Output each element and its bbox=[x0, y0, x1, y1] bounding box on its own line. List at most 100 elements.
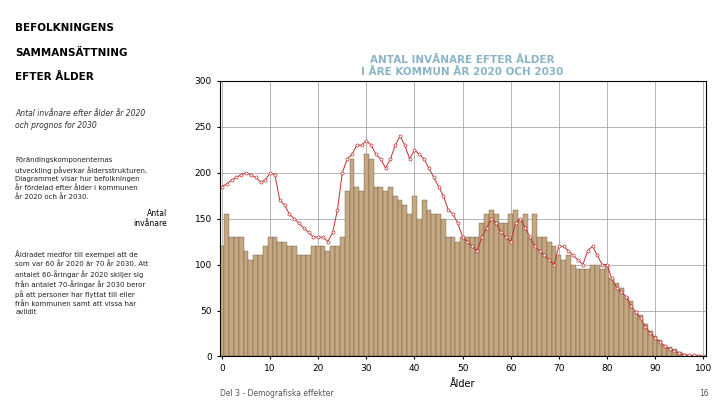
Bar bbox=[605, 264, 609, 356]
Bar bbox=[306, 256, 311, 356]
Bar bbox=[422, 200, 426, 356]
Bar bbox=[297, 256, 302, 356]
Bar bbox=[465, 237, 470, 356]
Bar bbox=[340, 237, 345, 356]
Bar bbox=[311, 246, 316, 356]
Bar bbox=[532, 214, 537, 356]
Bar bbox=[672, 349, 677, 356]
Bar bbox=[499, 223, 503, 356]
Bar bbox=[287, 246, 292, 356]
Bar bbox=[383, 191, 388, 356]
Bar bbox=[537, 237, 542, 356]
Bar bbox=[677, 352, 682, 356]
Bar bbox=[364, 154, 369, 356]
Bar bbox=[263, 246, 268, 356]
Bar bbox=[388, 187, 393, 356]
Bar bbox=[508, 214, 513, 356]
Bar bbox=[273, 237, 277, 356]
Bar bbox=[566, 256, 571, 356]
Bar bbox=[474, 237, 480, 356]
Bar bbox=[325, 251, 330, 356]
Bar bbox=[590, 264, 595, 356]
Bar bbox=[345, 191, 349, 356]
Bar bbox=[335, 246, 340, 356]
Bar bbox=[379, 187, 383, 356]
Bar bbox=[576, 269, 580, 356]
Bar bbox=[393, 196, 397, 356]
Bar bbox=[397, 200, 402, 356]
Bar bbox=[503, 223, 508, 356]
Bar bbox=[282, 242, 287, 356]
Bar bbox=[557, 256, 562, 356]
Bar bbox=[523, 214, 528, 356]
Bar bbox=[470, 237, 474, 356]
Bar bbox=[686, 354, 691, 356]
Bar bbox=[528, 237, 532, 356]
Bar bbox=[354, 187, 359, 356]
Bar bbox=[609, 278, 614, 356]
Bar bbox=[571, 264, 576, 356]
Text: SAMMANSÄTTNING: SAMMANSÄTTNING bbox=[15, 47, 128, 58]
Bar bbox=[648, 331, 652, 356]
Bar bbox=[489, 209, 494, 356]
Bar bbox=[595, 264, 600, 356]
Bar bbox=[402, 205, 408, 356]
Bar bbox=[624, 297, 629, 356]
Bar bbox=[229, 237, 234, 356]
Bar bbox=[349, 159, 354, 356]
Text: Antal invånare efter ålder år 2020
och prognos for 2030: Antal invånare efter ålder år 2020 och p… bbox=[15, 109, 145, 130]
Bar bbox=[374, 187, 379, 356]
Bar bbox=[546, 242, 552, 356]
Bar bbox=[243, 251, 248, 356]
Bar bbox=[580, 269, 585, 356]
Bar bbox=[320, 246, 325, 356]
Bar bbox=[268, 237, 273, 356]
Bar bbox=[412, 196, 417, 356]
Bar bbox=[277, 242, 282, 356]
Bar bbox=[359, 191, 364, 356]
Bar bbox=[441, 219, 446, 356]
Bar bbox=[494, 214, 499, 356]
Bar bbox=[542, 237, 546, 356]
Bar bbox=[369, 159, 374, 356]
Bar bbox=[619, 288, 624, 356]
Bar bbox=[316, 246, 320, 356]
Bar bbox=[451, 237, 455, 356]
Bar bbox=[513, 209, 518, 356]
Bar bbox=[552, 246, 557, 356]
Bar bbox=[585, 269, 590, 356]
Bar bbox=[485, 214, 489, 356]
Bar bbox=[562, 260, 566, 356]
Bar bbox=[614, 283, 619, 356]
Bar bbox=[629, 301, 634, 356]
Bar bbox=[436, 214, 441, 356]
Bar bbox=[643, 324, 648, 356]
Bar bbox=[667, 347, 672, 356]
Bar bbox=[239, 237, 243, 356]
Bar bbox=[480, 223, 485, 356]
Text: Åldradet medfor till exempel att de
som var 60 år 2020 är 70 år 2030. Att
antale: Åldradet medfor till exempel att de som … bbox=[15, 251, 149, 315]
Bar bbox=[634, 311, 638, 356]
Bar bbox=[417, 219, 422, 356]
Bar bbox=[460, 237, 465, 356]
Bar bbox=[248, 260, 253, 356]
Bar bbox=[446, 237, 451, 356]
Bar bbox=[682, 354, 686, 356]
Bar bbox=[455, 242, 460, 356]
Bar bbox=[220, 246, 225, 356]
Bar bbox=[426, 209, 431, 356]
Bar bbox=[652, 336, 657, 356]
Text: 16: 16 bbox=[700, 389, 709, 398]
Bar bbox=[638, 315, 643, 356]
Bar bbox=[234, 237, 239, 356]
Bar bbox=[225, 214, 229, 356]
Bar bbox=[662, 345, 667, 356]
Text: Förändingskomponenternas
utveckling påverkar åldersstrukturen.
Diagrammet visar : Förändingskomponenternas utveckling påve… bbox=[15, 158, 148, 200]
Bar bbox=[258, 256, 263, 356]
Bar bbox=[292, 246, 297, 356]
Bar bbox=[408, 214, 412, 356]
Bar bbox=[253, 256, 258, 356]
Text: Del 3 - Demografiska effekter: Del 3 - Demografiska effekter bbox=[220, 389, 333, 398]
Bar bbox=[431, 214, 436, 356]
Bar bbox=[657, 340, 662, 356]
